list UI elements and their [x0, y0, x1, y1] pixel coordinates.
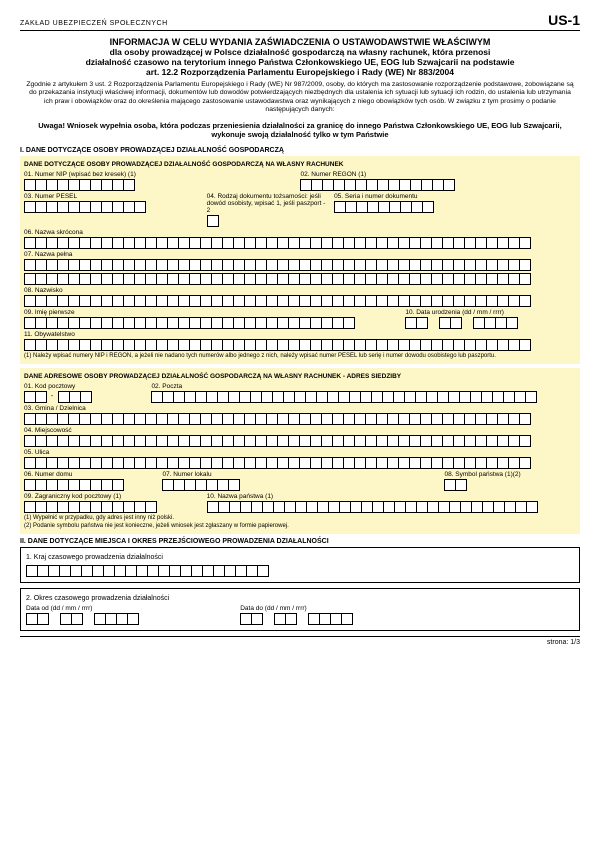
block2-note1: (1) Wypełnić w przypadku, gdy adres jest… [24, 515, 576, 522]
label-period: 2. Okres czasowego prowadzenia działalno… [26, 595, 574, 602]
label-dob: 10. Data urodzenia (dd / mm / rrrr) [405, 309, 576, 316]
label-country-activity: 1. Kraj czasowego prowadzenia działalnoś… [26, 554, 574, 561]
input-district[interactable] [24, 413, 576, 425]
label-postal: 01. Kod pocztowy [24, 383, 145, 390]
label-doc-type: 04. Rodzaj dokumentu tożsamości: jeśli d… [207, 193, 328, 214]
label-house: 06. Numer domu [24, 471, 156, 478]
input-regon[interactable] [300, 179, 576, 191]
input-surname[interactable] [24, 295, 576, 307]
label-citizenship: 11. Obywatelstwo [24, 331, 576, 338]
block1-note: (1) Należy wpisać numery NIP i REGON, a … [24, 353, 576, 360]
input-dob[interactable] [405, 317, 576, 329]
input-firstname[interactable] [24, 317, 399, 329]
input-postal[interactable]: - [24, 391, 145, 403]
label-nip: 01. Numer NIP (wpisać bez kresek) (1) [24, 171, 294, 178]
label-regon: 02. Numer REGON (1) [300, 171, 576, 178]
title-line1: INFORMACJA W CELU WYDANIA ZAŚWIADCZENIA … [20, 37, 580, 47]
input-citizenship[interactable] [24, 339, 576, 351]
box-period: 2. Okres czasowego prowadzenia działalno… [20, 588, 580, 631]
title-line4: art. 12.2 Rozporządzenia Parlamentu Euro… [20, 67, 580, 77]
input-short-name[interactable] [24, 237, 576, 249]
block2-note2: (2) Podanie symbolu państwa nie jest kon… [24, 523, 576, 530]
input-city[interactable] [24, 435, 576, 447]
page-footer: strona: 1/3 [20, 636, 580, 646]
block-address-data: DANE ADRESOWE OSOBY PROWADZĄCEJ DZIAŁALN… [20, 368, 580, 534]
label-post-office: 02. Poczta [151, 383, 576, 390]
label-pesel: 03. Numer PESEL [24, 193, 201, 200]
label-firstname: 09. Imię pierwsze [24, 309, 399, 316]
label-doc-num: 05. Seria i numer dokumentu [334, 193, 576, 200]
section-i-heading: I. DANE DOTYCZĄCE OSOBY PROWADZĄCEJ DZIA… [20, 147, 580, 154]
block1-title: DANE DOTYCZĄCE OSOBY PROWADZĄCEJ DZIAŁAL… [24, 161, 576, 168]
form-code: US-1 [548, 12, 580, 28]
title-line3: działalność czasowo na terytorium innego… [20, 57, 580, 67]
label-apt: 07. Numer lokalu [162, 471, 438, 478]
title-line2: dla osoby prowadzącej w Polsce działalno… [20, 47, 580, 57]
label-full-name: 07. Nazwa pełna [24, 251, 576, 258]
block2-title: DANE ADRESOWE OSOBY PROWADZĄCEJ DZIAŁALN… [24, 373, 576, 380]
section-ii-heading: II. DANE DOTYCZĄCE MIEJSCA I OKRES PRZEJ… [20, 538, 580, 545]
input-full-name-1[interactable] [24, 259, 576, 271]
input-apt[interactable] [162, 479, 438, 491]
input-doc-type[interactable] [207, 215, 328, 227]
warning-text: Uwaga! Wniosek wypełnia osoba, która pod… [28, 121, 572, 139]
label-country-code: 08. Symbol państwa (1)(2) [444, 471, 576, 478]
input-date-to[interactable] [240, 613, 574, 625]
label-country-name: 10. Nazwa państwa (1) [207, 493, 576, 500]
block-personal-data: DANE DOTYCZĄCE OSOBY PROWADZĄCEJ DZIAŁAL… [20, 156, 580, 364]
label-foreign-postal: 09. Zagraniczny kod pocztowy (1) [24, 493, 201, 500]
label-district: 03. Gmina / Dzielnica [24, 405, 576, 412]
label-surname: 08. Nazwisko [24, 287, 576, 294]
box-country: 1. Kraj czasowego prowadzenia działalnoś… [20, 547, 580, 583]
label-street: 05. Ulica [24, 449, 576, 456]
label-short-name: 06. Nazwa skrócona [24, 229, 576, 236]
input-doc-num[interactable] [334, 201, 576, 213]
input-nip[interactable] [24, 179, 294, 191]
page-header: ZAKŁAD UBEZPIECZEŃ SPOŁECZNYCH US-1 [20, 12, 580, 31]
input-full-name-2[interactable] [24, 273, 576, 285]
form-page: ZAKŁAD UBEZPIECZEŃ SPOŁECZNYCH US-1 INFO… [0, 0, 600, 654]
input-house[interactable] [24, 479, 156, 491]
label-date-from: Data od (dd / mm / rrrr) [26, 605, 234, 612]
title-block: INFORMACJA W CELU WYDANIA ZAŚWIADCZENIA … [20, 37, 580, 77]
label-city: 04. Miejscowość [24, 427, 576, 434]
label-date-to: Data do (dd / mm / rrrr) [240, 605, 574, 612]
input-date-from[interactable] [26, 613, 234, 625]
intro-text: Zgodnie z artykułem 3 ust. 2 Rozporządze… [24, 81, 576, 115]
input-pesel[interactable] [24, 201, 201, 213]
input-foreign-postal[interactable] [24, 501, 201, 513]
input-country-code[interactable] [444, 479, 576, 491]
input-country-activity[interactable] [26, 565, 574, 577]
input-street[interactable] [24, 457, 576, 469]
input-post-office[interactable] [151, 391, 576, 403]
input-country-name[interactable] [207, 501, 576, 513]
org-name: ZAKŁAD UBEZPIECZEŃ SPOŁECZNYCH [20, 20, 168, 27]
